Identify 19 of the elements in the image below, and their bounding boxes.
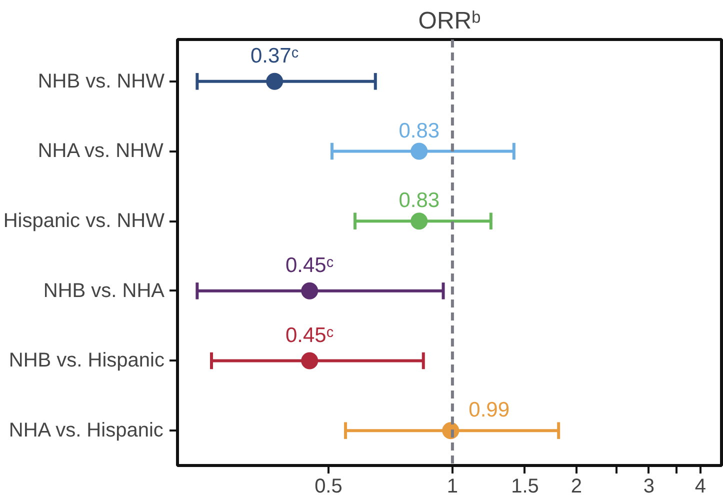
data-label: 0.83 [398, 189, 440, 212]
x-tick-label: 2 [570, 476, 582, 495]
x-tick-label: 1.5 [511, 476, 539, 495]
chart-title: ORRᵇ [418, 8, 481, 34]
x-tick-label: 3 [643, 476, 655, 495]
data-label: 0.99 [468, 398, 510, 422]
x-tick-label: 1 [446, 476, 458, 495]
y-tick-label: NHB vs. NHW [38, 70, 165, 92]
x-tick-label: 4 [694, 476, 706, 495]
y-tick-label: NHA vs. NHW [38, 140, 164, 162]
x-tick-label: 0.5 [314, 476, 342, 495]
data-label: 0.83 [398, 119, 440, 142]
y-tick-label: Hispanic vs. NHW [3, 210, 165, 232]
y-tick-label: NHA vs. Hispanic [8, 420, 164, 442]
data-label: 0.45ᶜ [285, 324, 334, 347]
data-label: 0.37ᶜ [250, 44, 299, 68]
data-label: 0.45ᶜ [285, 254, 334, 277]
y-tick-label: NHB vs. NHA [43, 280, 166, 302]
y-tick-label: NHB vs. Hispanic [8, 350, 165, 372]
